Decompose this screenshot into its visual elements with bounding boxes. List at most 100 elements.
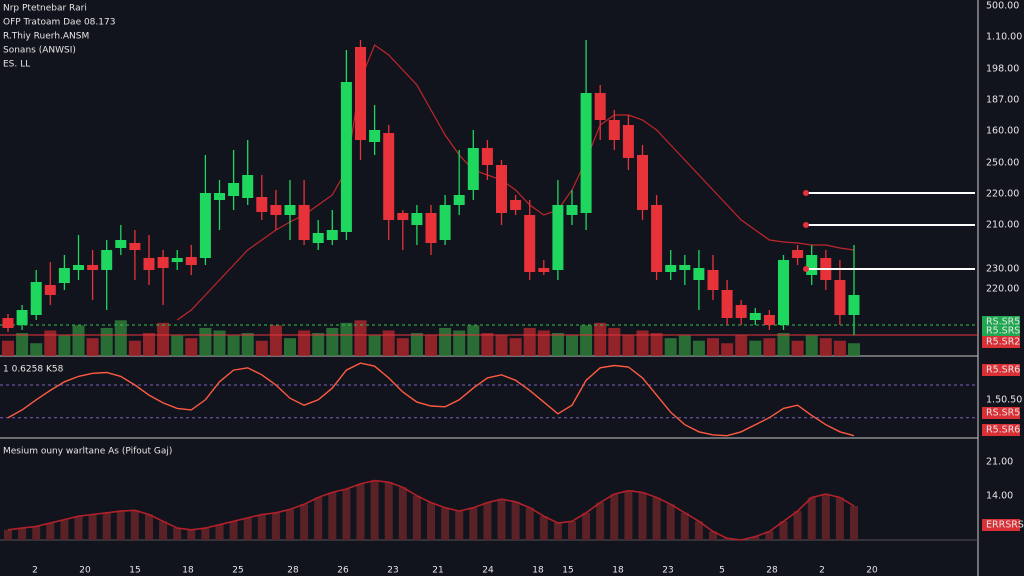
volume-bar (763, 338, 776, 356)
volume-bar (453, 330, 466, 356)
price-label: R5.SR6 (986, 365, 1020, 376)
candle-body (735, 305, 747, 318)
candle-body (594, 93, 606, 120)
x-label: 15 (129, 566, 140, 576)
x-label: 24 (482, 566, 494, 576)
volume-bar (312, 333, 325, 356)
candle-body (242, 175, 254, 198)
header-line: Sonans (ANWSI) (3, 46, 76, 56)
candle-body (566, 205, 578, 215)
volume-bar (721, 343, 734, 356)
level-dot (803, 222, 809, 228)
volume-bar (664, 338, 677, 356)
volume-bar (16, 333, 29, 356)
candle-body (439, 205, 451, 240)
candle-body (637, 155, 648, 210)
volume-bar (382, 330, 395, 356)
volume-bar (157, 322, 170, 356)
volume-bar (594, 322, 607, 356)
candle-body (30, 282, 42, 315)
candle-body (73, 265, 84, 270)
candle-body (453, 195, 465, 205)
x-label: 21 (432, 566, 443, 576)
volume-bar (678, 335, 691, 356)
volume-bar (410, 333, 423, 356)
price-label: R5.SRS (986, 326, 1020, 337)
volume-bar (199, 327, 212, 356)
volume-bar (368, 335, 381, 356)
candle-body (552, 205, 564, 270)
volume-bar (171, 335, 184, 356)
volume-bar (467, 325, 480, 356)
volume-bar (636, 330, 649, 356)
price-label: 21.00 (986, 457, 1013, 468)
candle-body (693, 268, 705, 280)
candle-body (778, 260, 789, 325)
candle-body (228, 183, 240, 196)
candle-body (608, 120, 620, 140)
candle-body (157, 257, 169, 268)
volume-bar (551, 333, 564, 356)
volume-bar (805, 335, 818, 356)
candle-body (298, 205, 310, 240)
volume-bar (72, 325, 85, 356)
volume-bar (100, 327, 113, 356)
volume-bar (269, 325, 282, 356)
volume-bar (537, 330, 550, 356)
volume-bar (241, 333, 254, 356)
x-label: 25 (232, 566, 243, 576)
candle-body (214, 193, 225, 200)
candle-body (312, 233, 324, 243)
price-label: 220.00 (986, 189, 1019, 200)
candle-body (16, 310, 28, 325)
candle-body (749, 313, 761, 320)
candle-body (256, 197, 268, 212)
volume-bar (495, 335, 508, 356)
candle-body (411, 213, 423, 225)
volume-bar (608, 327, 621, 356)
candle-body (538, 268, 550, 272)
oscillator-line (7, 362, 855, 437)
price-label: 210.00 (986, 220, 1019, 231)
candle-body (665, 265, 677, 272)
price-label: 230.00 (986, 264, 1019, 275)
volume-bar (284, 338, 296, 356)
x-label: 28 (766, 566, 778, 576)
price-label: 1.10.00 (986, 32, 1022, 43)
x-label: 18 (612, 566, 624, 576)
candle-body (707, 270, 719, 290)
x-label: 23 (387, 566, 398, 576)
volume-bar (509, 338, 522, 356)
volume-bar (833, 340, 846, 356)
x-label: 15 (562, 566, 573, 576)
price-badge (982, 407, 1020, 419)
candle-body (622, 125, 634, 158)
x-label: 28 (287, 566, 299, 576)
candle-body (270, 205, 282, 215)
volume-bar (439, 327, 452, 356)
candle-body (355, 47, 366, 140)
header-line: Nrp Ptetnebar Rari (3, 4, 87, 14)
candle-body (383, 133, 395, 220)
volume-bar (340, 322, 353, 356)
volume-bar (791, 340, 804, 356)
candle-body (143, 258, 155, 270)
candle-body (369, 130, 381, 142)
header-line: R.Thiy Ruerh.ANSM (3, 32, 89, 42)
x-label: 2 (32, 566, 38, 576)
candle-body (651, 205, 663, 272)
area-line (7, 479, 855, 541)
price-badge (982, 325, 1020, 337)
price-label: 1.50.50 (986, 395, 1022, 406)
candle-body (44, 285, 56, 295)
price-label: 198.00 (986, 64, 1019, 75)
candle-body (115, 240, 127, 248)
price-label: 14.00 (986, 491, 1013, 502)
price-label: R5.SR6 (986, 425, 1020, 436)
x-label: 2 (819, 566, 825, 576)
price-label: 500.00 (986, 1, 1019, 12)
x-label: 20 (866, 566, 878, 576)
volume-bar (298, 330, 311, 356)
